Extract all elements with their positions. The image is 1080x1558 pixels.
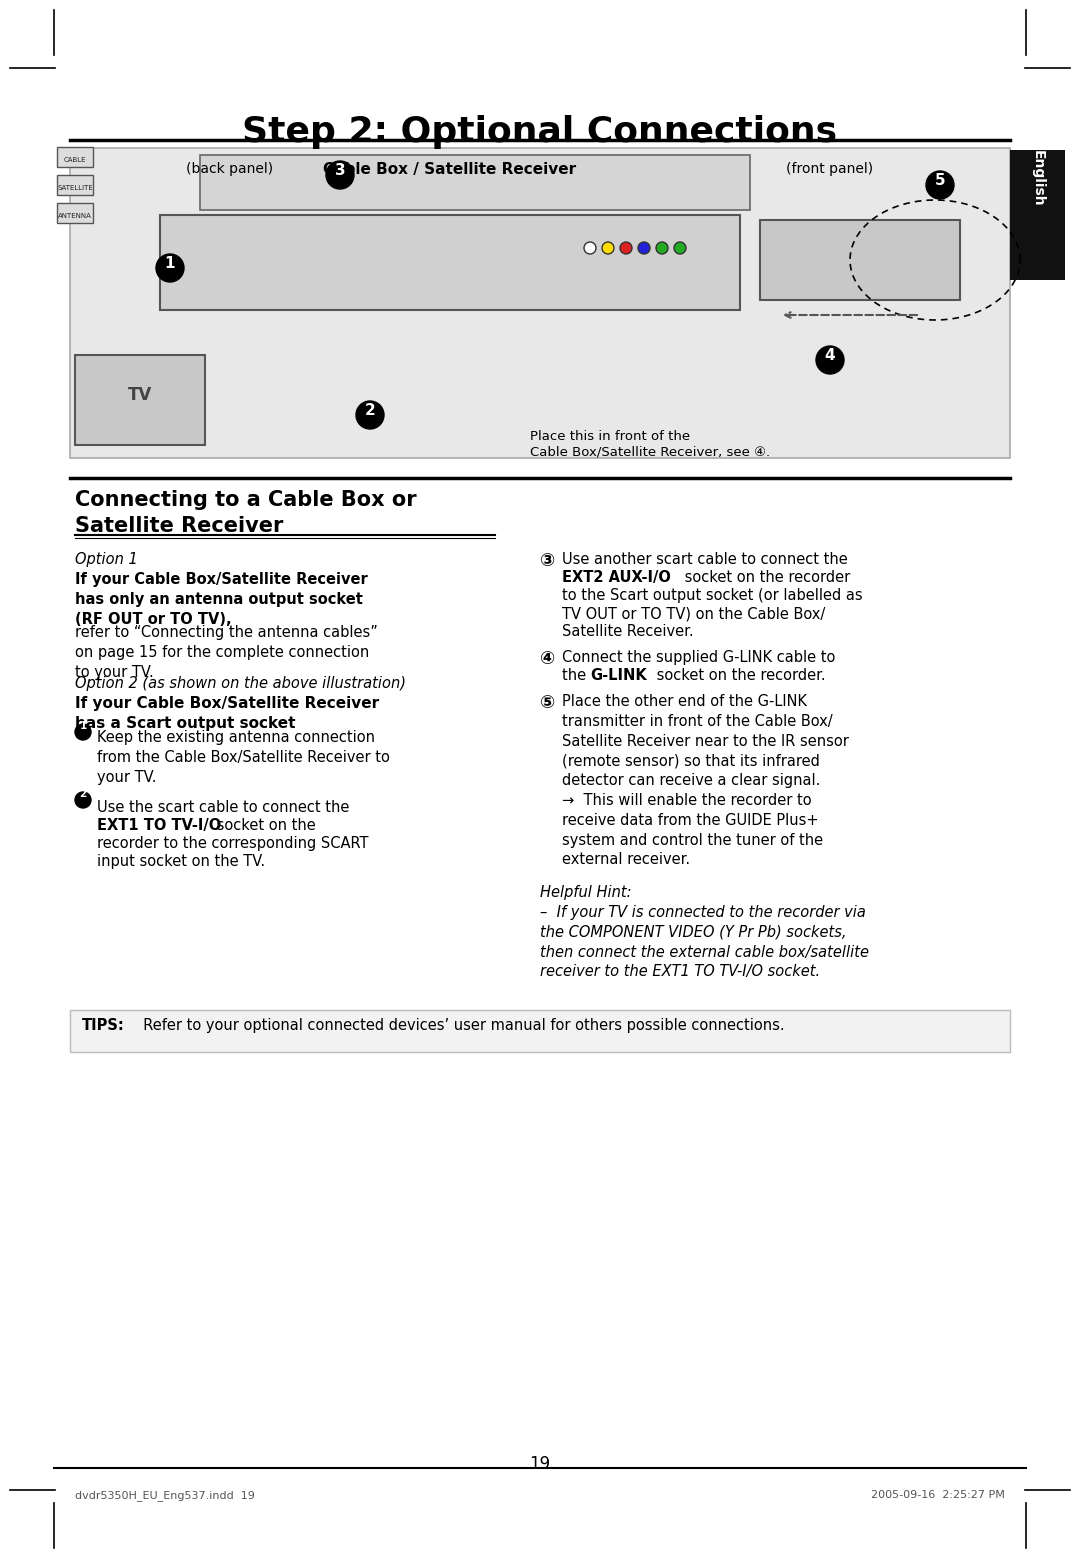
Text: 4: 4 [825,347,835,363]
Text: 1: 1 [79,721,86,731]
Circle shape [156,254,184,282]
Text: Place the other end of the G-LINK
transmitter in front of the Cable Box/
Satelli: Place the other end of the G-LINK transm… [562,693,849,868]
Text: ④: ④ [540,650,555,668]
Text: Use another scart cable to connect the: Use another scart cable to connect the [562,552,848,567]
Text: dvdr5350H_EU_Eng537.indd  19: dvdr5350H_EU_Eng537.indd 19 [75,1489,255,1500]
Text: ⑤: ⑤ [540,693,555,712]
Text: TV OUT or TO TV) on the Cable Box/: TV OUT or TO TV) on the Cable Box/ [562,606,825,622]
Text: refer to “Connecting the antenna cables”
on page 15 for the complete connection
: refer to “Connecting the antenna cables”… [75,625,378,679]
Text: Connect the supplied G-LINK cable to: Connect the supplied G-LINK cable to [562,650,835,665]
Text: EXT1 TO TV-I/O: EXT1 TO TV-I/O [97,818,221,834]
Circle shape [816,346,843,374]
Text: to the Scart output socket (or labelled as: to the Scart output socket (or labelled … [562,587,863,603]
Bar [760,220,960,301]
Text: Use the scart cable to connect the: Use the scart cable to connect the [97,799,349,815]
Circle shape [926,171,954,199]
Text: Option 2 (as shown on the above illustration): Option 2 (as shown on the above illustra… [75,676,406,692]
Circle shape [326,160,354,189]
Text: G-LINK: G-LINK [590,668,647,682]
Text: recorder to the corresponding SCART: recorder to the corresponding SCART [97,837,368,851]
Text: Connecting to a Cable Box or
Satellite Receiver: Connecting to a Cable Box or Satellite R… [75,491,417,536]
Circle shape [584,241,596,254]
Bar [57,146,93,167]
Text: socket on the: socket on the [212,818,315,834]
Bar [200,154,750,210]
Text: socket on the recorder: socket on the recorder [680,570,850,584]
Text: 2005-09-16  2:25:27 PM: 2005-09-16 2:25:27 PM [872,1489,1005,1500]
Text: 19: 19 [529,1455,551,1472]
Text: (back panel): (back panel) [187,162,273,176]
Text: –  If your TV is connected to the recorder via
the COMPONENT VIDEO (Y Pr Pb) soc: – If your TV is connected to the recorde… [540,905,869,980]
Text: If your Cable Box/Satellite Receiver
has a Scart output socket: If your Cable Box/Satellite Receiver has… [75,696,379,731]
Bar [70,1010,1010,1052]
Circle shape [656,241,669,254]
Text: ANTENNA: ANTENNA [58,213,92,220]
Text: 2: 2 [365,402,376,418]
Text: Refer to your optional connected devices’ user manual for others possible connec: Refer to your optional connected devices… [134,1017,785,1033]
Text: Option 1: Option 1 [75,552,138,567]
Bar [160,215,740,310]
Circle shape [674,241,686,254]
Text: 2: 2 [79,788,86,799]
Bar [70,148,1010,458]
Text: (front panel): (front panel) [786,162,874,176]
Text: Cable Box / Satellite Receiver: Cable Box / Satellite Receiver [323,162,577,178]
Text: Step 2: Optional Connections: Step 2: Optional Connections [242,115,838,150]
Text: 1: 1 [165,256,175,271]
Text: EXT2 AUX-I/O: EXT2 AUX-I/O [562,570,671,584]
Text: TV: TV [127,386,152,404]
Text: ③: ③ [540,552,555,570]
Bar [75,355,205,446]
Circle shape [356,400,384,428]
Bar [1010,150,1065,280]
Text: the: the [562,668,591,682]
Circle shape [602,241,615,254]
Text: Satellite Receiver.: Satellite Receiver. [562,625,693,639]
Text: English: English [1031,150,1045,207]
Circle shape [75,724,91,740]
Text: input socket on the TV.: input socket on the TV. [97,854,265,869]
Text: socket on the recorder.: socket on the recorder. [652,668,825,682]
Bar [57,203,93,223]
Text: 3: 3 [335,162,346,178]
Circle shape [620,241,632,254]
Text: Helpful Hint:: Helpful Hint: [540,885,632,901]
Text: CABLE: CABLE [64,157,86,164]
Text: TIPS:: TIPS: [82,1017,125,1033]
Text: 5: 5 [934,173,945,187]
Bar [57,174,93,195]
Text: Place this in front of the
Cable Box/Satellite Receiver, see ④.: Place this in front of the Cable Box/Sat… [530,430,770,458]
Circle shape [638,241,650,254]
Text: If your Cable Box/Satellite Receiver
has only an antenna output socket
(RF OUT o: If your Cable Box/Satellite Receiver has… [75,572,368,626]
Text: SATELLITE: SATELLITE [57,185,93,192]
Text: Keep the existing antenna connection
from the Cable Box/Satellite Receiver to
yo: Keep the existing antenna connection fro… [97,731,390,785]
Circle shape [75,791,91,809]
